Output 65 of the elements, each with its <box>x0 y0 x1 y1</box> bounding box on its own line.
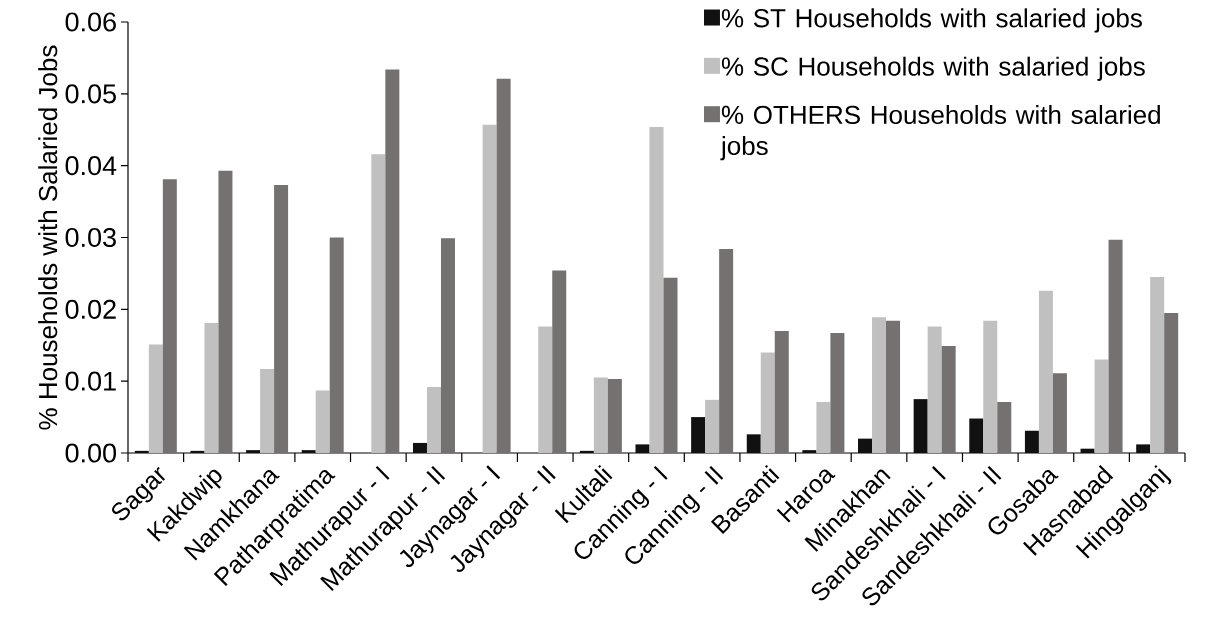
bar <box>1080 448 1095 453</box>
bar <box>385 69 400 453</box>
bar <box>371 154 386 453</box>
bar <box>858 438 873 453</box>
y-tick-label: 0.05 <box>65 84 116 104</box>
bar <box>927 326 942 453</box>
bar <box>538 326 553 453</box>
y-axis-title: % Households with Salaried Jobs <box>38 45 58 430</box>
bar <box>496 78 511 453</box>
bar <box>705 399 720 453</box>
y-tick-label: 0.01 <box>65 371 116 391</box>
y-tick-label: 0.00 <box>65 443 117 463</box>
bar <box>997 402 1012 453</box>
bar <box>204 322 219 453</box>
bar <box>872 317 887 453</box>
bar <box>274 185 289 453</box>
bar <box>913 399 928 453</box>
bar <box>1024 430 1039 453</box>
bar <box>802 450 817 453</box>
y-tick-label: 0.06 <box>65 12 116 32</box>
bar <box>190 450 205 453</box>
bar <box>886 320 901 453</box>
bar <box>148 344 163 453</box>
bar <box>1052 373 1067 453</box>
bar <box>635 444 650 453</box>
bar <box>246 450 261 453</box>
y-tick-label: 0.04 <box>65 156 117 176</box>
bar <box>691 417 706 453</box>
bar <box>941 345 956 453</box>
bar <box>816 402 831 453</box>
bar <box>1038 290 1053 453</box>
bar <box>983 320 998 453</box>
y-tick-label: 0.02 <box>65 299 116 319</box>
bar <box>830 333 845 453</box>
bar <box>1108 239 1123 453</box>
bar <box>260 368 275 453</box>
bar <box>412 442 427 453</box>
legend-label: % OTHERS Households with salaried jobs <box>720 105 1160 161</box>
bar <box>1164 312 1179 453</box>
bar <box>1150 277 1165 453</box>
bar <box>579 450 594 453</box>
bar <box>218 170 233 453</box>
bar <box>134 450 149 453</box>
bar <box>607 379 622 453</box>
bar <box>1136 444 1151 453</box>
bar <box>301 450 316 453</box>
legend-label: % SC Households with salaried jobs <box>721 56 1145 81</box>
bar <box>482 124 497 453</box>
bar <box>329 237 344 453</box>
bar <box>552 270 567 453</box>
bar <box>426 386 441 453</box>
bar <box>1094 359 1109 453</box>
bar <box>663 277 678 453</box>
bar <box>969 418 984 453</box>
bar <box>162 179 177 453</box>
bar <box>440 238 455 453</box>
y-tick-label: 0.03 <box>65 227 116 248</box>
bar <box>746 434 761 453</box>
bar <box>760 352 775 453</box>
bar <box>649 126 664 453</box>
bar <box>315 390 330 453</box>
bar <box>593 377 608 453</box>
bar <box>719 248 734 453</box>
bar <box>774 330 789 453</box>
legend-label: % ST Households with salaried jobs <box>721 8 1142 33</box>
